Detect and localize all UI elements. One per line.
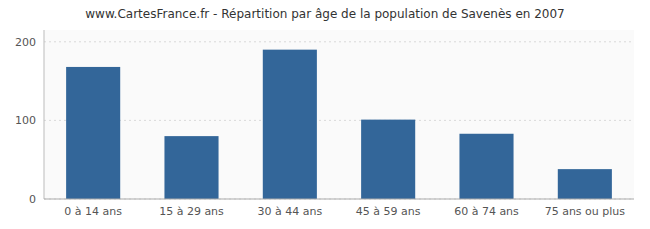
grid-line: [44, 199, 634, 200]
y-tick-label: 100: [15, 114, 36, 127]
bar: [66, 67, 120, 199]
y-axis-line: [44, 30, 45, 199]
x-tick-label: 45 à 59 ans: [356, 205, 421, 218]
bar: [361, 120, 415, 199]
grid-line: [44, 120, 634, 121]
y-grid: [44, 42, 634, 199]
x-axis-line: [44, 199, 634, 200]
bar: [558, 169, 612, 199]
chart-container: 0 100 200 0 à 14 ans 15 à 29 ans 30 à 44 ans 4…: [0, 0, 650, 229]
bar: [164, 136, 218, 199]
x-tick-label: 30 à 44 ans: [257, 205, 322, 218]
bars: [66, 50, 612, 199]
y-tick-label: 200: [15, 36, 36, 49]
chart-svg: 0 100 200 0 à 14 ans 15 à 29 ans 30 à 44 ans 4…: [0, 0, 650, 229]
bar: [263, 50, 317, 199]
x-tick-label: 60 à 74 ans: [454, 205, 519, 218]
bar: [459, 134, 513, 199]
y-tick-label: 0: [29, 193, 36, 206]
chart-title: www.CartesFrance.fr - Répartition par âg…: [85, 7, 564, 21]
plot-background: [44, 30, 634, 199]
x-tick-label: 75 ans ou plus: [545, 205, 626, 218]
x-tick-label: 15 à 29 ans: [159, 205, 224, 218]
x-tick-label: 0 à 14 ans: [64, 205, 122, 218]
grid-line: [44, 41, 634, 42]
